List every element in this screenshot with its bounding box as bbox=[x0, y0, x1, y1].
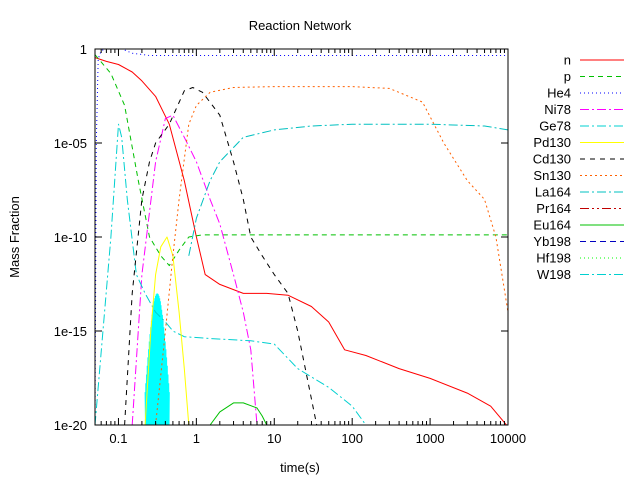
legend-item-eu164: Eu164 bbox=[533, 218, 624, 233]
series-line-he4 bbox=[95, 49, 508, 425]
legend-item-w198: W198 bbox=[537, 267, 624, 282]
x-tick-label: 10000 bbox=[490, 431, 526, 446]
y-tick-label: 1e-15 bbox=[54, 324, 87, 339]
x-tick-label: 100 bbox=[341, 431, 363, 446]
legend-label: W198 bbox=[537, 267, 571, 282]
legend-item-cd130: Cd130 bbox=[533, 152, 624, 167]
series-line-eu164 bbox=[209, 402, 268, 425]
legend-item-pr164: Pr164 bbox=[536, 201, 624, 216]
chart-title: Reaction Network bbox=[249, 18, 352, 33]
series-line-cd130 bbox=[124, 87, 318, 425]
y-tick-label: 1e-05 bbox=[54, 136, 87, 151]
series-ge78-noise bbox=[144, 293, 170, 425]
series-line-pd130 bbox=[144, 236, 190, 425]
y-tick-label: 1 bbox=[80, 42, 87, 57]
y-tick-label: 1e-10 bbox=[54, 230, 87, 245]
legend-label: Sn130 bbox=[533, 168, 571, 183]
legend-item-la164: La164 bbox=[535, 185, 624, 200]
series-layer bbox=[95, 49, 508, 425]
legend-label: Hf198 bbox=[536, 251, 571, 266]
legend-item-he4: He4 bbox=[547, 86, 624, 101]
x-tick-label: 10 bbox=[267, 431, 281, 446]
legend-item-p: p bbox=[564, 69, 624, 84]
x-tick-label: 0.1 bbox=[109, 431, 127, 446]
legend-label: Yb198 bbox=[533, 234, 571, 249]
legend-item-n: n bbox=[564, 53, 624, 68]
legend-label: n bbox=[564, 53, 571, 68]
legend-item-pd130: Pd130 bbox=[533, 135, 624, 150]
legend-label: Pd130 bbox=[533, 135, 571, 150]
x-tick-label: 1 bbox=[193, 431, 200, 446]
legend-item-hf198: Hf198 bbox=[536, 251, 624, 266]
legend-label: Ni78 bbox=[544, 102, 571, 117]
y-tick-label: 1e-20 bbox=[54, 418, 87, 433]
legend-label: He4 bbox=[547, 86, 571, 101]
legend-label: p bbox=[564, 69, 571, 84]
series-line-sn130 bbox=[155, 86, 508, 425]
legend-item-yb198: Yb198 bbox=[533, 234, 624, 249]
legend-label: La164 bbox=[535, 185, 571, 200]
legend-item-sn130: Sn130 bbox=[533, 168, 624, 183]
series-line-n bbox=[95, 57, 508, 425]
series-line-ni78 bbox=[131, 114, 258, 425]
x-tick-label: 1000 bbox=[416, 431, 445, 446]
legend-label: Eu164 bbox=[533, 218, 571, 233]
series-line-p bbox=[95, 54, 508, 267]
series-line-la164 bbox=[188, 123, 508, 256]
legend-label: Pr164 bbox=[536, 201, 571, 216]
legend-item-ni78: Ni78 bbox=[544, 102, 624, 117]
y-axis-label: Mass Fraction bbox=[7, 196, 22, 278]
legend-label: Ge78 bbox=[539, 119, 571, 134]
series-line-ge78 bbox=[95, 123, 367, 425]
legend-label: Cd130 bbox=[533, 152, 571, 167]
legend-item-ge78: Ge78 bbox=[539, 119, 624, 134]
x-axis-label: time(s) bbox=[280, 460, 320, 475]
ticks-layer: 0.1 1 10 100 1000 10000 1 1e-05 1e-10 1e-15 1e-20 bbox=[54, 42, 526, 446]
